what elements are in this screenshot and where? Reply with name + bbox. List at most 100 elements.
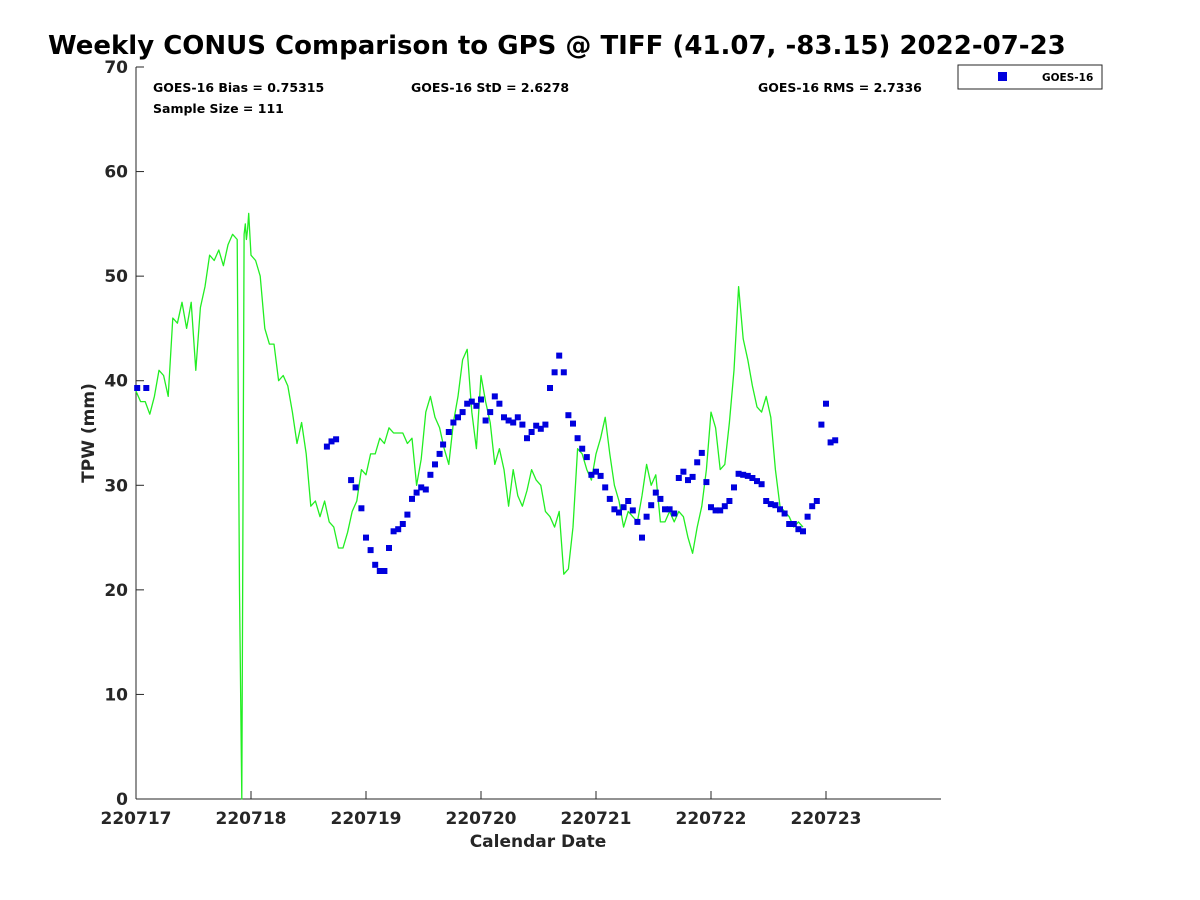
goes16-point bbox=[643, 513, 650, 520]
goes16-point bbox=[358, 505, 365, 512]
sample-size-stat: Sample Size = 111 bbox=[153, 101, 284, 116]
goes16-point bbox=[505, 417, 512, 424]
legend-label-goes16: GOES-16 bbox=[1042, 72, 1093, 84]
goes16-point bbox=[386, 545, 392, 551]
goes16-point bbox=[767, 501, 774, 508]
goes16-point bbox=[487, 409, 494, 416]
goes16-point bbox=[744, 472, 751, 479]
goes16-point bbox=[652, 489, 659, 496]
goes16-point bbox=[333, 436, 340, 443]
y-tick-label: 10 bbox=[104, 685, 128, 705]
bias-stat: GOES-16 Bias = 0.75315 bbox=[153, 80, 324, 95]
y-tick-label: 20 bbox=[104, 581, 128, 601]
goes16-point bbox=[772, 502, 779, 509]
x-ticks: 220717 220718 220719 220720 220721 220722 2207… bbox=[101, 791, 862, 829]
goes16-point bbox=[459, 409, 466, 416]
goes16-point bbox=[367, 547, 374, 554]
goes16-point bbox=[740, 471, 747, 478]
goes16-scatter-series bbox=[134, 352, 839, 574]
goes16-point bbox=[588, 471, 595, 478]
goes16-point bbox=[352, 484, 359, 491]
goes16-point bbox=[781, 510, 788, 517]
goes16-point bbox=[606, 495, 613, 502]
x-tick-label: 220720 bbox=[446, 809, 517, 829]
goes16-point bbox=[436, 450, 443, 457]
gps-line-series bbox=[135, 212, 804, 800]
goes16-point bbox=[547, 385, 553, 391]
goes16-point bbox=[409, 495, 415, 502]
goes16-point bbox=[823, 400, 829, 407]
goes16-point bbox=[602, 484, 609, 491]
x-tick-label: 220722 bbox=[676, 809, 747, 829]
goes16-point bbox=[570, 420, 576, 427]
goes16-point bbox=[556, 352, 563, 359]
goes16-point bbox=[708, 504, 714, 511]
goes16-point bbox=[703, 479, 710, 486]
std-stat: GOES-16 StD = 2.6278 bbox=[411, 80, 569, 95]
goes16-point bbox=[542, 421, 549, 428]
goes16-point bbox=[381, 568, 388, 574]
x-tick-label: 220717 bbox=[101, 809, 172, 829]
goes16-point bbox=[717, 507, 724, 514]
goes16-point bbox=[372, 561, 379, 568]
goes16-point bbox=[348, 477, 355, 484]
goes16-point bbox=[763, 498, 770, 504]
legend: GOES-16 bbox=[957, 64, 1103, 90]
goes16-point bbox=[790, 521, 797, 527]
goes16-point bbox=[634, 518, 641, 525]
goes16-point bbox=[593, 468, 599, 475]
goes16-point bbox=[818, 421, 825, 428]
goes16-point bbox=[418, 484, 425, 491]
goes16-point bbox=[629, 507, 636, 514]
goes16-point bbox=[832, 437, 839, 444]
goes16-point bbox=[758, 481, 765, 488]
goes16-point bbox=[537, 425, 544, 432]
goes16-point bbox=[464, 400, 471, 407]
goes16-point bbox=[657, 495, 664, 502]
goes16-point bbox=[611, 506, 618, 513]
goes16-point bbox=[813, 498, 820, 504]
goes16-point bbox=[363, 534, 369, 541]
y-ticks: 0 10 20 30 40 50 60 70 bbox=[104, 58, 144, 810]
goes16-point bbox=[143, 385, 150, 391]
goes16-point bbox=[698, 449, 705, 456]
goes16-point bbox=[404, 511, 411, 518]
goes16-point bbox=[390, 528, 397, 535]
goes16-point bbox=[422, 486, 429, 493]
goes16-point bbox=[510, 419, 517, 426]
goes16-point bbox=[721, 503, 728, 510]
goes16-point bbox=[455, 414, 461, 421]
y-tick-label: 50 bbox=[104, 267, 128, 287]
goes16-point bbox=[496, 400, 503, 407]
goes16-point bbox=[432, 461, 438, 468]
goes16-point bbox=[524, 435, 530, 442]
goes16-point bbox=[786, 521, 793, 527]
goes16-point bbox=[648, 502, 655, 509]
goes16-point bbox=[323, 443, 330, 450]
goes16-point bbox=[328, 438, 335, 445]
goes16-point bbox=[478, 396, 484, 403]
goes16-point bbox=[662, 506, 668, 513]
goes16-point bbox=[450, 419, 457, 426]
chart-title: Weekly CONUS Comparison to GPS @ TIFF (4… bbox=[48, 31, 1066, 61]
goes16-point bbox=[413, 489, 420, 496]
goes16-point bbox=[666, 506, 673, 513]
goes16-point bbox=[427, 471, 434, 478]
goes16-point bbox=[675, 475, 682, 481]
goes16-point bbox=[574, 435, 581, 442]
goes16-point bbox=[735, 470, 742, 477]
goes16-point bbox=[519, 421, 526, 428]
goes16-point bbox=[468, 398, 475, 405]
goes16-point bbox=[597, 472, 604, 479]
goes16-point bbox=[639, 534, 645, 541]
goes16-point bbox=[528, 429, 535, 435]
goes16-point bbox=[440, 441, 447, 448]
goes16-point bbox=[712, 507, 719, 514]
x-tick-label: 220723 bbox=[791, 809, 862, 829]
goes16-point bbox=[804, 513, 811, 520]
goes16-point bbox=[795, 526, 802, 533]
goes16-point bbox=[809, 503, 816, 510]
goes16-point bbox=[445, 429, 452, 435]
goes16-point bbox=[620, 504, 627, 511]
goes16-point bbox=[376, 568, 383, 574]
